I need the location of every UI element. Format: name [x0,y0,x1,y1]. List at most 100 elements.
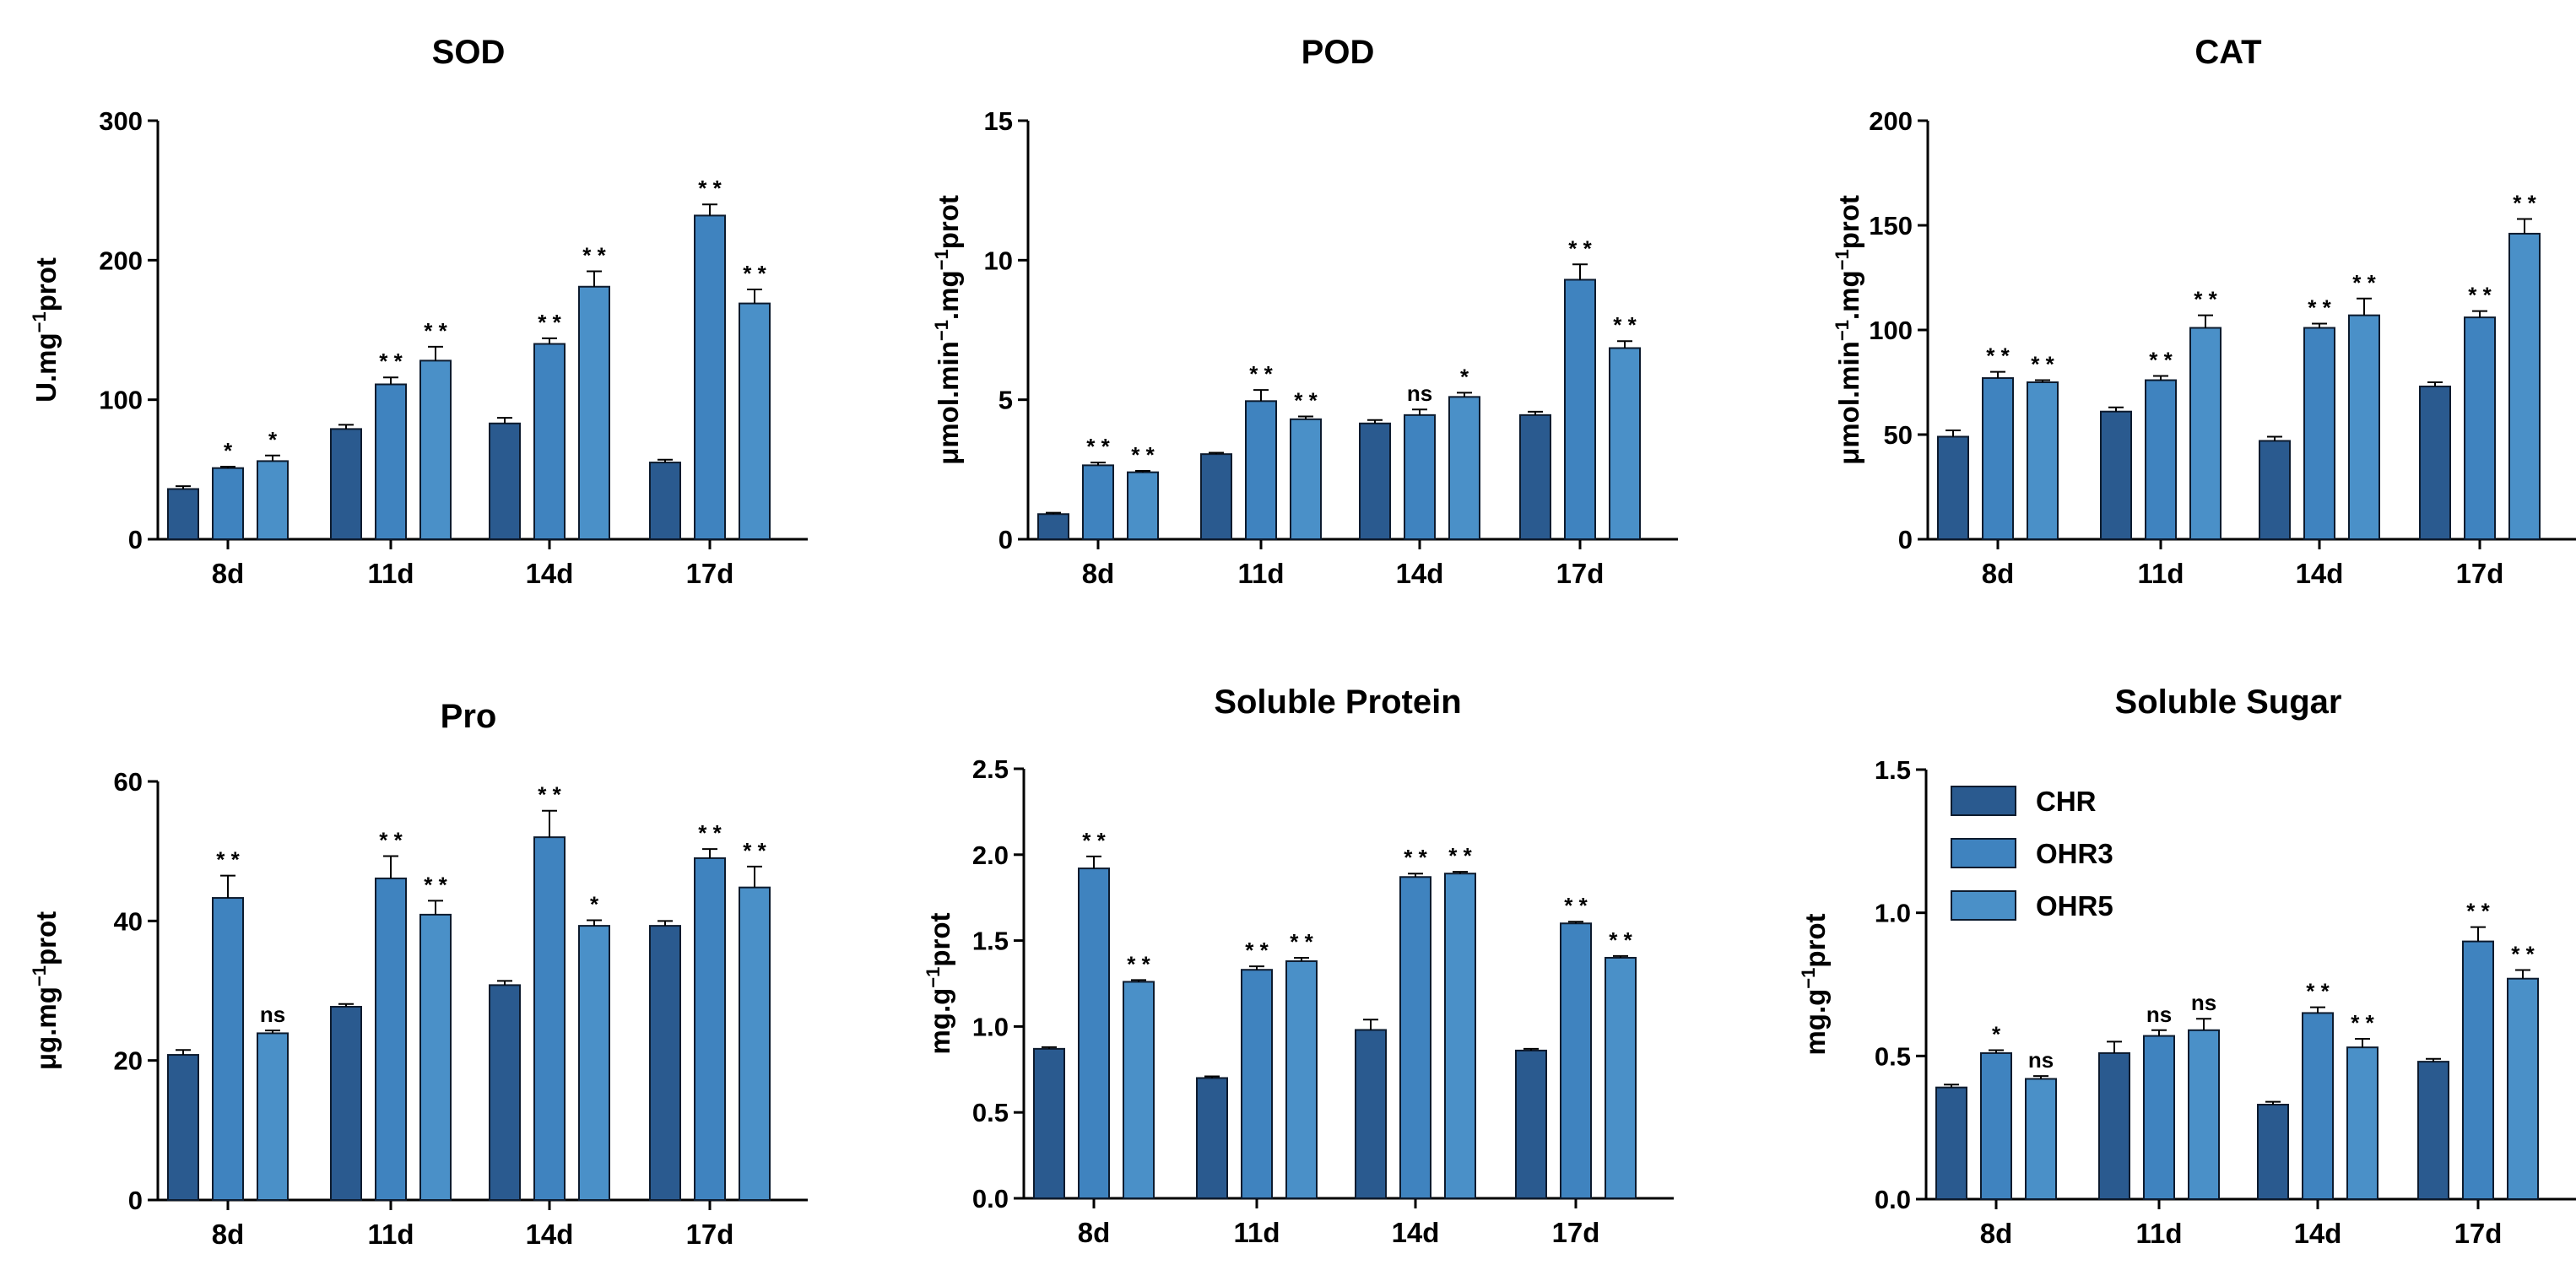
significance-label: * * [2511,942,2535,967]
bar-chr [2417,1061,2449,1200]
legend-swatch-ohr5 [1951,890,2016,921]
significance-label: * * [1086,434,1110,459]
bar-ohr3 [694,857,726,1202]
x-tick-label: 11d [1233,1217,1280,1248]
legend-label-ohr3: OHR3 [2036,838,2113,869]
bar-chr [2419,385,2451,540]
significance-label: * [1992,1022,2001,1047]
significance-label: * * [2352,270,2376,295]
y-tick-label: 0 [1898,525,1913,554]
significance-label: * * [2194,287,2217,312]
significance-label: * * [1986,343,2010,369]
significance-label: ns [2191,990,2216,1015]
chart-title: SOD [432,34,506,71]
chart-title: POD [1302,34,1375,71]
significance-label: * * [698,176,722,201]
bar-ohr5 [578,925,610,1201]
significance-label: * * [424,872,447,897]
y-tick-label: 1.5 [1875,755,1911,785]
significance-label: * * [379,827,403,852]
y-tick-label: 1.5 [972,927,1009,956]
significance-label: * * [698,820,722,846]
significance-label: * * [1245,938,1269,963]
significance-label: * [224,438,233,463]
bar-ohr3 [1564,278,1596,540]
legend-label-chr: CHR [2036,786,2097,817]
chart-title: Soluble Sugar [2115,684,2342,721]
legend-swatch-chr [1951,786,2016,816]
bar-ohr5 [2346,1046,2378,1200]
y-tick-label: 2.5 [972,754,1009,784]
y-axis-label: μmol.min−1.mg−1prot [931,195,964,465]
x-tick-label: 11d [367,1219,414,1250]
x-tick-label: 11d [2137,558,2184,589]
significance-label: * [590,892,599,917]
x-tick-label: 8d [1078,1217,1111,1248]
bar-chr [489,984,521,1202]
x-tick-label: 14d [2294,1218,2342,1249]
significance-label: * * [1613,312,1637,338]
chart-panel-6: Soluble Sugar mg.g−1prot 0.0 0.5 1.0 1.5 8d * ns… [1798,684,2576,1249]
bar-chr [1196,1077,1228,1199]
bar-ohr5 [1123,981,1155,1199]
y-tick-label: 1.0 [1875,899,1911,928]
y-tick-label: 150 [1869,211,1913,241]
bar-ohr3 [1245,400,1277,540]
y-tick-label: 10 [984,246,1013,275]
y-tick-label: 300 [99,106,143,136]
bar-ohr5 [1290,418,1322,540]
bar-chr [2257,1104,2289,1201]
significance-label: * * [2308,295,2331,321]
bar-chr [1355,1029,1387,1200]
bar-ohr3 [212,467,244,540]
significance-label: * * [1564,893,1588,918]
bar-ohr3 [2464,316,2496,540]
x-tick-label: 17d [2456,558,2504,589]
y-tick-label: 60 [114,767,143,797]
significance-label: * * [2351,1010,2374,1035]
y-tick-label: 2.0 [972,840,1009,870]
bar-ohr3 [1078,868,1110,1199]
significance-label: * * [582,243,606,268]
bar-ohr3 [2303,327,2335,540]
bar-chr [2098,1051,2130,1200]
significance-label: * * [538,782,561,808]
y-tick-label: 200 [1869,106,1913,136]
bar-ohr5 [257,460,289,540]
bar-chr [1033,1047,1065,1200]
legend: CHR OHR3 OHR5 [1951,786,2113,922]
significance-label: * * [1127,951,1150,976]
significance-label: * [1460,364,1469,389]
bar-ohr3 [2143,1035,2175,1200]
chart-title: CAT [2194,34,2261,71]
bar-chr [489,422,521,541]
bar-ohr3 [2145,379,2177,540]
bar-ohr3 [1082,464,1114,541]
significance-label: * * [1294,388,1318,413]
bar-ohr3 [375,877,407,1201]
x-tick-label: 11d [2135,1218,2182,1249]
x-tick-label: 14d [2296,558,2344,589]
y-tick-label: 0.5 [1875,1041,1911,1071]
x-tick-label: 14d [1392,1217,1440,1248]
x-tick-label: 8d [1082,558,1115,589]
significance-label: * * [1131,442,1155,468]
bar-chr [1515,1049,1547,1200]
bar-ohr3 [1399,876,1431,1199]
significance-label: * * [743,261,766,286]
bar-ohr5 [1285,960,1318,1199]
bar-ohr5 [578,285,610,540]
x-tick-label: 14d [526,1219,574,1250]
x-tick-label: 11d [367,558,414,589]
bar-ohr5 [2025,1078,2057,1200]
y-tick-label: 100 [1869,316,1913,345]
bar-ohr3 [2462,940,2494,1200]
bar-ohr5 [1444,873,1476,1200]
significance-label: * * [1568,235,1592,261]
chart-panel-5: Soluble Protein mg.g−1prot 0.0 0.5 1.0 1.5 2.0… [923,684,1674,1248]
y-tick-label: 40 [114,906,143,936]
bar-chr [649,925,681,1201]
bar-ohr5 [1605,956,1637,1199]
bar-chr [2100,410,2132,540]
bar-ohr5 [419,359,452,540]
